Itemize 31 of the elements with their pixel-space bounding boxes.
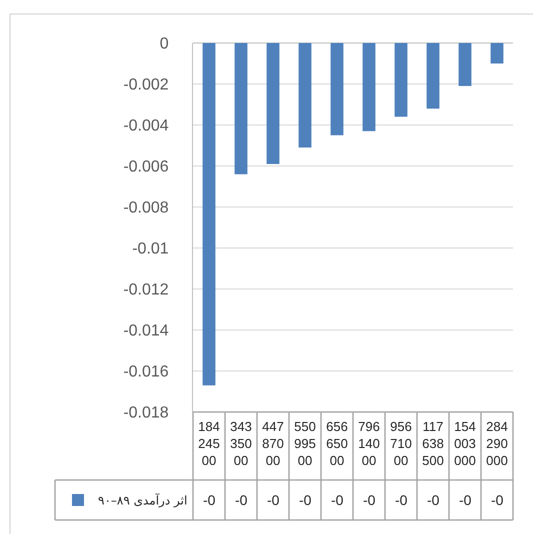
data-label: -0 [267, 492, 280, 508]
y-tick-label: -0.014 [123, 322, 169, 340]
y-tick-label: 0 [160, 36, 169, 53]
data-label: -0 [459, 492, 472, 508]
x-tick-label: 55099500 [294, 419, 316, 468]
y-tick-label: -0.002 [123, 76, 169, 94]
data-label: -0 [363, 492, 376, 508]
y-tick-label: -0.018 [123, 404, 169, 422]
data-label: -0 [427, 492, 440, 508]
data-label: -0 [491, 492, 504, 508]
y-tick-label: -0.004 [123, 118, 169, 135]
data-label: -0 [203, 492, 216, 508]
y-tick-label: -0.012 [123, 282, 169, 299]
x-tick-label: 95671000 [390, 419, 412, 468]
y-tick-label: -0.016 [123, 364, 169, 381]
data-label: -0 [235, 492, 248, 508]
data-label: -0 [299, 492, 312, 508]
y-tick-label: -0.008 [123, 200, 169, 217]
x-tick-label: 65665000 [326, 419, 348, 468]
x-tick-label: 284290000 [486, 419, 508, 468]
y-tick-label: -0.006 [123, 158, 169, 176]
data-label: -0 [395, 492, 408, 508]
data-label: -0 [331, 492, 344, 508]
y-tick-label: -0.01 [132, 240, 169, 258]
legend-label: اثر درآمدی ۸۹–۹۰ [98, 492, 188, 508]
x-tick-label: 44787000 [262, 419, 284, 468]
x-tick-label: 79614000 [358, 419, 380, 468]
x-tick-label: 117638500 [422, 419, 444, 468]
x-tick-label: 154003000 [454, 419, 476, 468]
x-tick-label: 34335000 [230, 419, 252, 468]
x-tick-label: 18424500 [198, 419, 220, 468]
